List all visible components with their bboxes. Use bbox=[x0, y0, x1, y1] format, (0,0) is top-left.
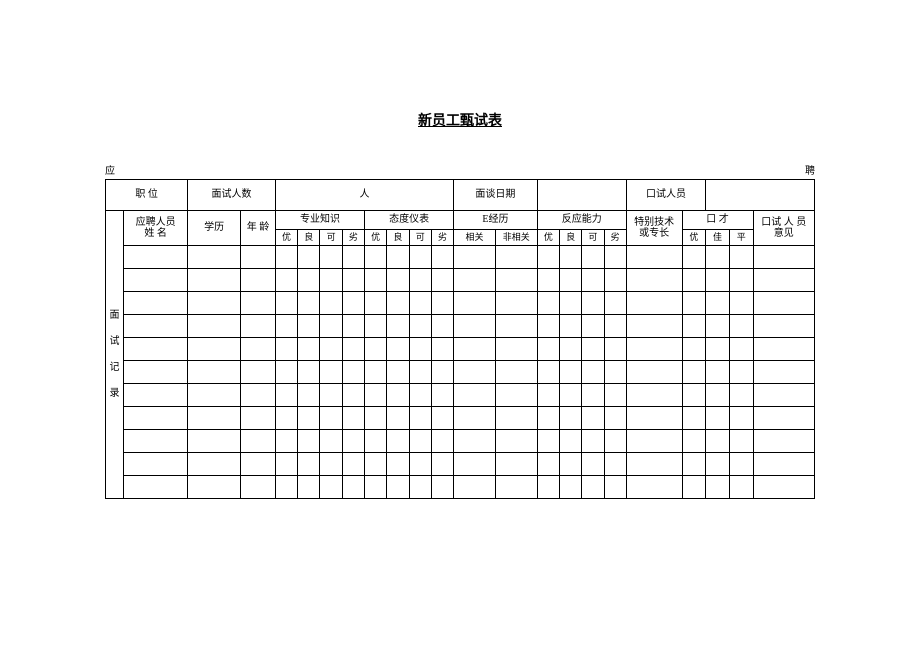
hdr-applicant: 应聘人员 姓 名 bbox=[124, 211, 188, 246]
sub-s-c: 平 bbox=[729, 230, 753, 246]
table-row bbox=[106, 246, 815, 269]
sub-k-a: 优 bbox=[275, 230, 297, 246]
sub-r-c: 可 bbox=[582, 230, 604, 246]
sub-r-b: 良 bbox=[559, 230, 581, 246]
side-label: 面 试 记 录 bbox=[106, 211, 124, 499]
sub-a-b: 良 bbox=[387, 230, 409, 246]
hdr-attitude: 态度仪表 bbox=[365, 211, 454, 230]
table-row bbox=[106, 407, 815, 430]
sub-s-a: 优 bbox=[682, 230, 706, 246]
sub-exp-rel: 相关 bbox=[454, 230, 496, 246]
hdr-reaction: 反应能力 bbox=[537, 211, 626, 230]
cell-oral-staff-value bbox=[706, 180, 815, 211]
hdr-education: 学历 bbox=[188, 211, 241, 246]
table-row bbox=[106, 476, 815, 499]
sub-s-b: 佳 bbox=[706, 230, 730, 246]
label-interview-count: 面试人数 bbox=[188, 180, 276, 211]
sub-exp-irrel: 非相关 bbox=[495, 230, 537, 246]
sub-k-b: 良 bbox=[298, 230, 320, 246]
table-row bbox=[106, 315, 815, 338]
sub-r-a: 优 bbox=[537, 230, 559, 246]
sub-a-a: 优 bbox=[365, 230, 387, 246]
hdr-experience: E经历 bbox=[454, 211, 538, 230]
sub-a-d: 劣 bbox=[431, 230, 453, 246]
table-row bbox=[106, 453, 815, 476]
hdr-specialty: 特别技术 或专长 bbox=[626, 211, 682, 246]
hdr-age: 年 龄 bbox=[241, 211, 276, 246]
sub-a-c: 可 bbox=[409, 230, 431, 246]
table-row bbox=[106, 384, 815, 407]
table-row bbox=[106, 338, 815, 361]
label-oral-staff: 口试人员 bbox=[626, 180, 705, 211]
cell-talk-date-value bbox=[537, 180, 626, 211]
table-row bbox=[106, 361, 815, 384]
sub-k-d: 劣 bbox=[342, 230, 364, 246]
table-row bbox=[106, 430, 815, 453]
hdr-speech: 口 才 bbox=[682, 211, 753, 230]
hdr-opinion: 口试 人 员 意见 bbox=[753, 211, 814, 246]
label-position: 职 位 bbox=[106, 180, 188, 211]
hdr-knowledge: 专业知识 bbox=[275, 211, 364, 230]
sub-r-d: 劣 bbox=[604, 230, 626, 246]
sub-k-c: 可 bbox=[320, 230, 342, 246]
table-row bbox=[106, 292, 815, 315]
page-title: 新员工甄试表 bbox=[105, 110, 815, 130]
top-right-label: 聘 bbox=[805, 162, 815, 177]
label-talk-date: 面谈日期 bbox=[454, 180, 538, 211]
table-row bbox=[106, 269, 815, 292]
selection-table: 职 位 面试人数 人 面谈日期 口试人员 面 试 记 录 应聘人员 姓 名 学历… bbox=[105, 179, 815, 499]
top-left-label: 应 bbox=[105, 162, 115, 177]
cell-person-unit: 人 bbox=[275, 180, 453, 211]
